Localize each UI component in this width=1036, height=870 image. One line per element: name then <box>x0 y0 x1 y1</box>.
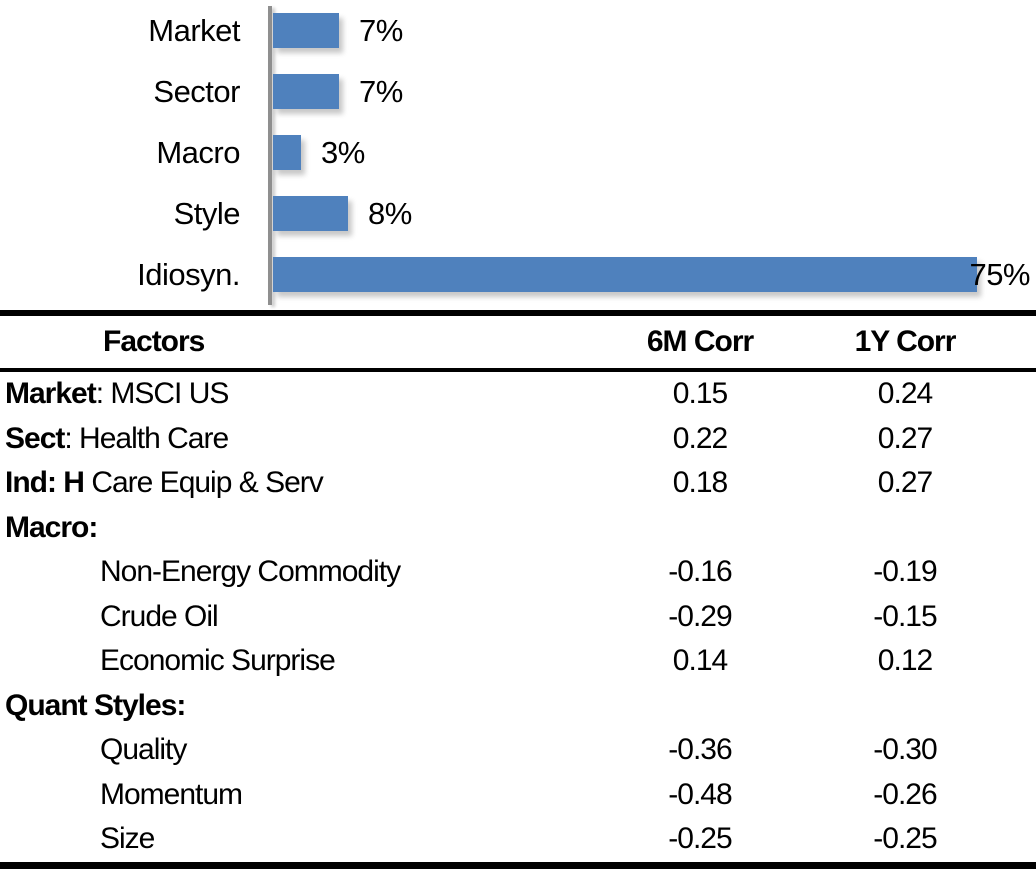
category-label: Sector <box>153 73 240 109</box>
factor-cell: Sect: Health Care <box>5 421 229 455</box>
chart-axis-line <box>268 6 272 305</box>
correlation-table-header: Factors 6M Corr 1Y Corr <box>0 316 1036 368</box>
factor-cell: Non-Energy Commodity <box>100 555 401 588</box>
column-header-1y-corr: 1Y Corr <box>854 325 957 358</box>
row-spacer <box>985 461 1036 506</box>
table-row: Momentum -0.48 -0.26 <box>0 773 1036 818</box>
column-header-factors: Factors <box>103 325 205 358</box>
corr-1y-cell: -0.19 <box>873 555 937 588</box>
value-label: 7% <box>359 73 403 109</box>
bar <box>273 196 348 231</box>
corr-6m-cell: -0.25 <box>668 822 732 855</box>
table-row: Non-Energy Commodity -0.16 -0.19 <box>0 550 1036 595</box>
table-header-border <box>0 368 1036 372</box>
factor-cell: Ind: H Care Equip & Serv <box>5 466 324 499</box>
bar <box>273 257 977 292</box>
table-row: Market: MSCI US 0.15 0.24 <box>0 372 1036 417</box>
bar <box>273 13 339 48</box>
row-spacer <box>985 773 1036 818</box>
table-row: Quality -0.36 -0.30 <box>0 728 1036 773</box>
value-label: 3% <box>321 134 365 170</box>
category-label: Idiosyn. <box>137 256 240 292</box>
factor-cell: Economic Surprise <box>100 644 336 677</box>
factor-cell: Size <box>100 822 155 855</box>
corr-6m-cell: 0.15 <box>672 377 728 410</box>
factor-cell: Market: MSCI US <box>5 377 229 410</box>
category-label: Market <box>148 12 240 48</box>
factor-prefix: Sect <box>5 421 65 455</box>
row-spacer <box>985 417 1036 462</box>
header-spacer <box>985 316 1036 368</box>
bar <box>273 135 301 170</box>
corr-1y-cell <box>825 506 985 551</box>
corr-1y-cell: 0.24 <box>877 377 933 410</box>
row-spacer <box>985 817 1036 862</box>
factor-cell: Quality <box>100 733 187 766</box>
table-row: Ind: H Care Equip & Serv 0.18 0.27 <box>0 461 1036 506</box>
bar <box>273 74 339 109</box>
table-top-border <box>0 310 1036 316</box>
value-label: 8% <box>368 195 412 231</box>
risk-decomposition-bar-chart: Market 7% Sector 7% Macro 3% Style 8% Idiosyn. 75… <box>0 0 1036 310</box>
table-row: Economic Surprise 0.14 0.12 <box>0 639 1036 684</box>
factor-cell: Crude Oil <box>100 599 219 633</box>
factor-cell: Quant Styles: <box>0 684 575 729</box>
corr-6m-cell: 0.14 <box>672 644 728 677</box>
table-row: Sect: Health Care 0.22 0.27 <box>0 417 1036 462</box>
factor-prefix: Quant Styles: <box>5 688 186 722</box>
value-label: 75% <box>969 256 1030 292</box>
corr-1y-cell: 0.27 <box>877 466 933 499</box>
factor-prefix: Macro: <box>5 510 98 544</box>
row-spacer <box>985 372 1036 417</box>
factor-cell: Momentum <box>100 777 243 811</box>
corr-6m-cell <box>575 684 825 729</box>
corr-6m-cell: -0.29 <box>668 599 732 633</box>
category-label: Style <box>173 195 241 231</box>
corr-1y-cell <box>825 684 985 729</box>
table-row: Crude Oil -0.29 -0.15 <box>0 595 1036 640</box>
corr-1y-cell: 0.27 <box>877 421 933 455</box>
factor-prefix: Market <box>5 377 97 410</box>
corr-1y-cell: -0.15 <box>873 599 937 633</box>
table-bottom-border <box>0 861 1036 869</box>
corr-6m-cell: 0.22 <box>672 421 728 455</box>
value-label: 7% <box>359 12 403 48</box>
corr-1y-cell: -0.30 <box>873 733 937 766</box>
corr-6m-cell: -0.16 <box>668 555 732 588</box>
corr-6m-cell <box>575 506 825 551</box>
correlation-table-body: Market: MSCI US 0.15 0.24 Sect: Health Care… <box>0 372 1036 862</box>
table-row: Macro: <box>0 506 1036 551</box>
corr-1y-cell: -0.26 <box>873 777 937 811</box>
table-row: Size -0.25 -0.25 <box>0 817 1036 862</box>
row-spacer <box>985 550 1036 595</box>
row-spacer <box>985 728 1036 773</box>
column-header-6m-corr: 6M Corr <box>646 325 754 358</box>
corr-6m-cell: 0.18 <box>672 466 728 499</box>
row-spacer <box>985 506 1036 551</box>
row-spacer <box>985 684 1036 729</box>
row-spacer <box>985 639 1036 684</box>
corr-1y-cell: 0.12 <box>877 644 933 677</box>
corr-1y-cell: -0.25 <box>873 822 937 855</box>
corr-6m-cell: -0.48 <box>668 777 732 811</box>
corr-6m-cell: -0.36 <box>668 733 732 766</box>
row-spacer <box>985 595 1036 640</box>
factor-cell: Macro: <box>0 506 575 551</box>
factor-prefix: Ind: H <box>5 466 85 499</box>
table-row: Quant Styles: <box>0 684 1036 729</box>
category-label: Macro <box>156 134 240 170</box>
